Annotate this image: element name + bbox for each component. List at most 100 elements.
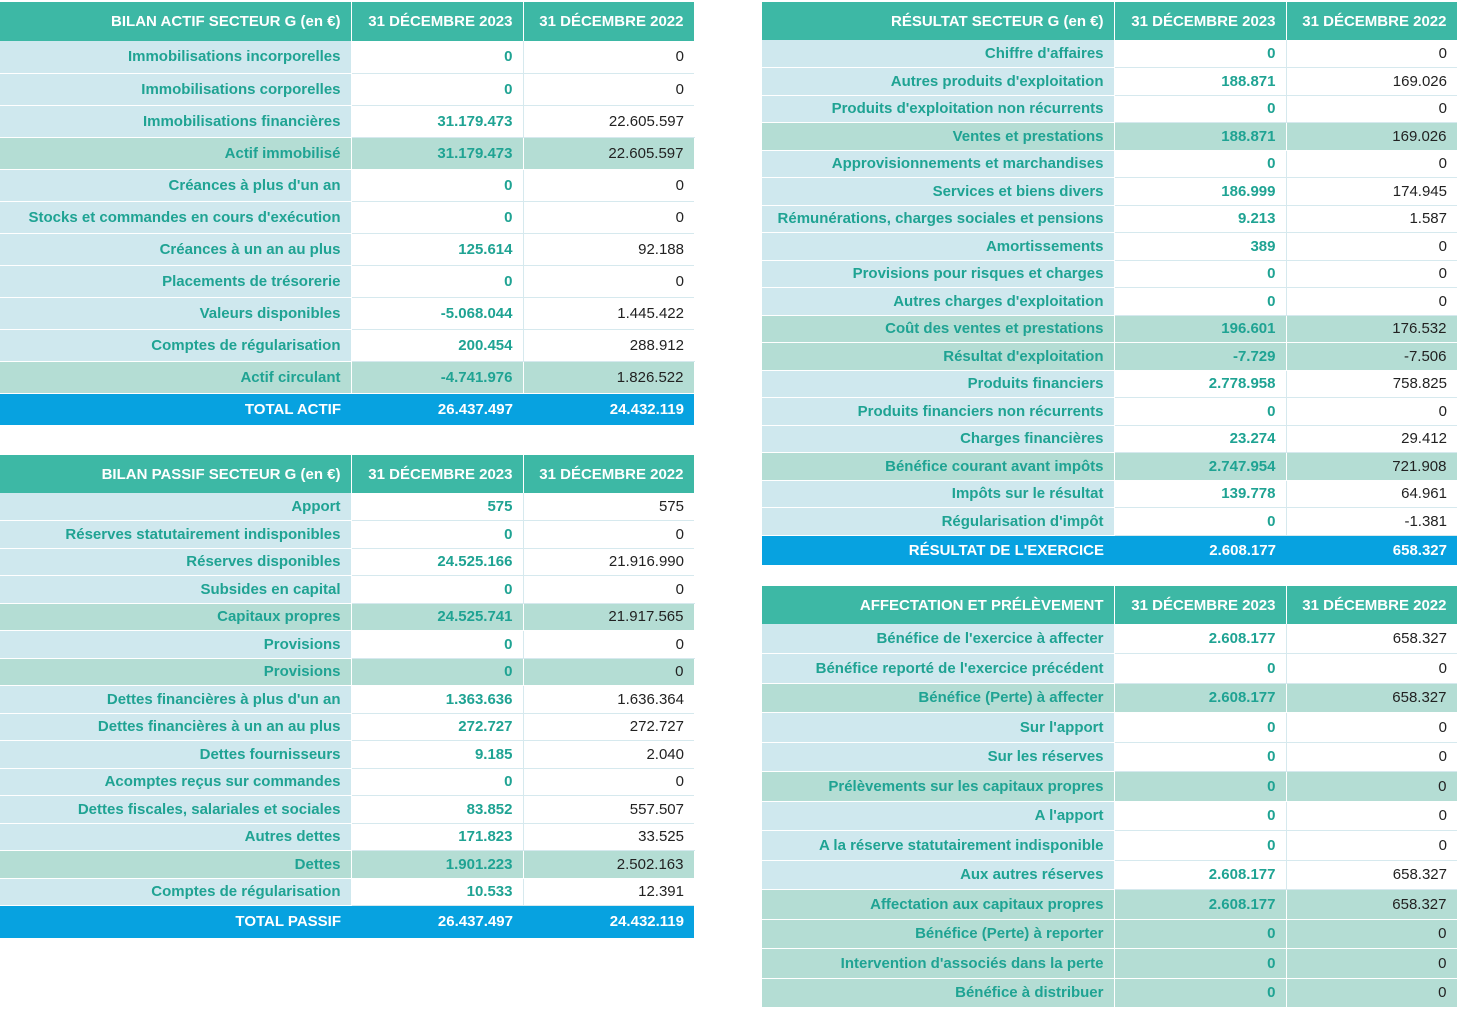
value-2022: 1.587 xyxy=(1286,205,1457,233)
row-label: Créances à un an au plus xyxy=(0,233,352,266)
row-label: Dettes fournisseurs xyxy=(0,740,352,769)
table-row-autres-charges-d-exploitation: Autres charges d'exploitation 0 0 xyxy=(762,287,1457,316)
row-label: Comptes de régularisation xyxy=(0,329,352,362)
table-row-apport: Apport 575 575 xyxy=(0,493,694,521)
row-label: Chiffre d'affaires xyxy=(762,40,1115,68)
value-2022: 22.605.597 xyxy=(523,137,695,170)
row-label: Immobilisations financières xyxy=(0,105,352,138)
row-label: Approvisionnements et marchandises xyxy=(762,150,1115,178)
table-row-capitaux-propres: Capitaux propres 24.525.741 21.917.565 xyxy=(0,603,695,631)
value-2023: 24.525.741 xyxy=(351,603,524,631)
row-label: Dettes xyxy=(0,850,352,879)
table-row-amortissements: Amortissements 389 0 xyxy=(762,232,1457,261)
table-row-a-l-apport: A l'apport 0 0 xyxy=(762,801,1457,831)
table-row-cout-des-ventes-et-prestations: Coût des ventes et prestations 196.601 176… xyxy=(762,315,1457,343)
row-label: Bénéfice reporté de l'exercice précédent xyxy=(762,653,1115,684)
value-2022: 288.912 xyxy=(523,329,694,362)
value-2022: 24.432.119 xyxy=(523,393,694,425)
value-2023: 9.213 xyxy=(1114,205,1287,233)
value-2023: 2.608.177 xyxy=(1114,624,1287,654)
row-label: Aux autres réserves xyxy=(762,860,1115,890)
resultat-header-col-2023: 31 DÉCEMBRE 2023 xyxy=(1114,2,1287,40)
row-label: Produits financiers non récurrents xyxy=(762,397,1115,426)
value-2022: 0 xyxy=(1286,830,1457,861)
value-2023: 0 xyxy=(351,201,524,234)
table-row-affectation-aux-capitaux-propres: Affectation aux capitaux propres 2.608.17… xyxy=(762,889,1457,920)
value-2022: 22.605.597 xyxy=(523,105,694,138)
value-2022: 0 xyxy=(523,520,694,549)
row-label: Coût des ventes et prestations xyxy=(762,315,1115,343)
row-label: Apport xyxy=(0,493,352,521)
value-2022: 174.945 xyxy=(1286,177,1457,206)
row-label: Produits d'exploitation non récurrents xyxy=(762,95,1115,123)
value-2022: 0 xyxy=(523,265,694,298)
row-label: Créances à plus d'un an xyxy=(0,169,352,202)
table-row-subsides-en-capital: Subsides en capital 0 0 xyxy=(0,575,694,604)
table-row-dettes-fiscales-salariales-et-sociales: Dettes fiscales, salariales et sociales 8… xyxy=(0,795,694,824)
value-2023: 0 xyxy=(1114,397,1287,426)
actif-header-col-2023: 31 DÉCEMBRE 2023 xyxy=(351,2,524,41)
affectation-header-title: AFFECTATION ET PRÉLÈVEMENT xyxy=(762,586,1115,624)
row-label: Actif circulant xyxy=(0,361,352,394)
resultat-header-col-2022: 31 DÉCEMBRE 2022 xyxy=(1286,2,1457,40)
value-2022: 1.826.522 xyxy=(523,361,695,394)
table-row-impots-sur-le-resultat: Impôts sur le résultat 139.778 64.961 xyxy=(762,480,1457,508)
value-2023: 2.608.177 xyxy=(1114,683,1287,713)
value-2023: 26.437.497 xyxy=(351,393,523,425)
row-label: Bénéfice à distribuer xyxy=(762,978,1115,1008)
value-2022: 0 xyxy=(1286,150,1457,178)
table-row-reserves-statutairement-indisponibles: Réserves statutairement indisponibles 0 0 xyxy=(0,520,694,549)
row-label: Charges financières xyxy=(762,425,1115,453)
value-2022: 1.445.422 xyxy=(523,297,694,330)
value-2022: 0 xyxy=(1286,978,1457,1008)
value-2022: 758.825 xyxy=(1286,370,1457,398)
value-2023: 188.871 xyxy=(1114,122,1287,151)
row-label: Dettes fiscales, salariales et sociales xyxy=(0,795,352,824)
value-2023: 188.871 xyxy=(1114,67,1287,96)
row-label: A la réserve statutairement indisponible xyxy=(762,830,1115,861)
value-2022: 0 xyxy=(1286,801,1457,831)
row-label: Stocks et commandes en cours d'exécution xyxy=(0,201,352,234)
total-row-total-passif: TOTAL PASSIF 26.437.497 24.432.119 xyxy=(0,905,694,938)
table-row-charges-financieres: Charges financières 23.274 29.412 xyxy=(762,425,1457,453)
passif-header-col-2023: 31 DÉCEMBRE 2023 xyxy=(351,455,524,493)
resultat-header-row: RÉSULTAT SECTEUR G (en €) 31 DÉCEMBRE 202… xyxy=(762,2,1457,40)
table-row-aux-autres-reserves: Aux autres réserves 2.608.177 658.327 xyxy=(762,860,1457,890)
value-2023: 0 xyxy=(351,73,524,106)
value-2023: 83.852 xyxy=(351,795,524,824)
value-2023: 2.778.958 xyxy=(1114,370,1287,398)
value-2022: 0 xyxy=(1286,948,1457,979)
table-row-benefice-perte-a-reporter: Bénéfice (Perte) à reporter 0 0 xyxy=(762,919,1457,949)
value-2022: 0 xyxy=(1286,771,1457,802)
value-2023: 0 xyxy=(1114,40,1287,68)
value-2022: 0 xyxy=(523,630,694,659)
affectation-header-row: AFFECTATION ET PRÉLÈVEMENT 31 DÉCEMBRE 20… xyxy=(762,586,1457,624)
value-2023: 0 xyxy=(1114,742,1287,772)
value-2022: -7.506 xyxy=(1286,342,1457,371)
value-2022: 176.532 xyxy=(1286,315,1457,343)
value-2022: 0 xyxy=(1286,712,1457,743)
table-row-immobilisations-corporelles: Immobilisations corporelles 0 0 xyxy=(0,73,694,106)
row-label: Réserves statutairement indisponibles xyxy=(0,520,352,549)
value-2022: 169.026 xyxy=(1286,67,1457,96)
table-row-intervention-d-associes-dans-la-perte: Intervention d'associés dans la perte 0 0 xyxy=(762,948,1457,979)
row-label: RÉSULTAT DE L'EXERCICE xyxy=(762,535,1114,565)
value-2022: 0 xyxy=(1286,742,1457,772)
actif-header-col-2022: 31 DÉCEMBRE 2022 xyxy=(523,2,695,41)
value-2023: 389 xyxy=(1114,232,1287,261)
value-2023: 0 xyxy=(1114,830,1287,861)
row-label: Sur les réserves xyxy=(762,742,1115,772)
value-2023: 272.727 xyxy=(351,713,524,741)
row-label: Impôts sur le résultat xyxy=(762,480,1115,508)
value-2022: 0 xyxy=(523,658,695,686)
resultat-table: RÉSULTAT SECTEUR G (en €) 31 DÉCEMBRE 202… xyxy=(762,2,1457,565)
value-2022: 0 xyxy=(523,201,694,234)
row-label: TOTAL ACTIF xyxy=(0,393,351,425)
row-label: A l'apport xyxy=(762,801,1115,831)
value-2022: 0 xyxy=(1286,232,1457,261)
table-row-provisions: Provisions 0 0 xyxy=(0,630,694,659)
table-row-dettes-fournisseurs: Dettes fournisseurs 9.185 2.040 xyxy=(0,740,694,769)
table-row-reserves-disponibles: Réserves disponibles 24.525.166 21.916.990 xyxy=(0,548,694,576)
row-label: Subsides en capital xyxy=(0,575,352,604)
table-row-a-la-reserve-statutairement-indisponible: A la réserve statutairement indisponible… xyxy=(762,830,1457,861)
